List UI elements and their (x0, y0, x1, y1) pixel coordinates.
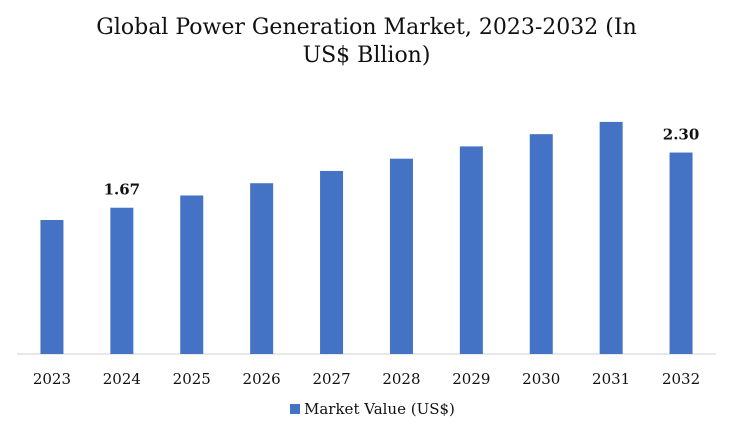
bar-2026 (250, 183, 274, 354)
bar-2024 (110, 207, 134, 354)
data-labels: 1.67 2.30 (104, 126, 700, 199)
x-tick-label-2032: 2032 (662, 370, 700, 388)
x-tick-label-2026: 2026 (243, 370, 281, 388)
chart-title-line-1: Global Power Generation Market, 2023-203… (96, 15, 636, 40)
bar-2029 (459, 146, 483, 354)
x-tick-label-2028: 2028 (382, 370, 420, 388)
bars-group (40, 121, 693, 355)
legend-swatch (290, 404, 300, 414)
chart-title: Global Power Generation Market, 2023-203… (96, 15, 636, 68)
x-axis-tick-labels: 2023 2024 2025 2026 2027 2028 2029 2030 2031 2032 (33, 370, 700, 388)
bar-2025 (180, 195, 204, 354)
x-tick-label-2023: 2023 (33, 370, 71, 388)
x-tick-label-2031: 2031 (592, 370, 630, 388)
x-tick-label-2027: 2027 (312, 370, 350, 388)
bar-2028 (389, 158, 413, 354)
data-label-2032: 2.30 (663, 126, 700, 144)
data-label-2024: 1.67 (104, 181, 141, 199)
legend-label: Market Value (US$) (304, 400, 455, 418)
bar-2030 (529, 134, 553, 354)
x-tick-label-2024: 2024 (103, 370, 141, 388)
bar-2031 (599, 121, 623, 355)
x-tick-label-2029: 2029 (452, 370, 490, 388)
bar-2032 (669, 152, 693, 354)
chart-title-line-2: US$ Bllion) (303, 43, 431, 68)
x-tick-label-2030: 2030 (522, 370, 560, 388)
bar-2027 (320, 170, 344, 354)
plot-area: 2023 2024 2025 2026 2027 2028 2029 2030 2031 2032… (17, 121, 716, 388)
legend: Market Value (US$) (290, 400, 455, 418)
x-tick-label-2025: 2025 (173, 370, 211, 388)
bar-2023 (40, 219, 64, 354)
